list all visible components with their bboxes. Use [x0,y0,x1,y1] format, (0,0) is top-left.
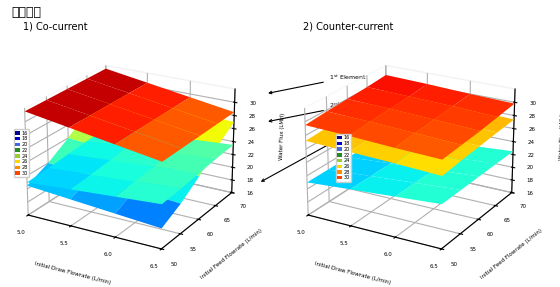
Text: 수투과도: 수투과도 [11,6,41,19]
Text: 1$^{st}$ Element: 1$^{st}$ Element [269,73,367,94]
Legend: 16, 18, 20, 22, 24, 26, 28, 30: 16, 18, 20, 22, 24, 26, 28, 30 [13,129,29,177]
Text: 1) Co-current: 1) Co-current [23,22,87,32]
Text: 2) Counter-current: 2) Counter-current [303,22,393,32]
Y-axis label: Initial Feed Flowrate (L/min): Initial Feed Flowrate (L/min) [200,228,264,280]
X-axis label: Initial Draw Flowrate (L/min): Initial Draw Flowrate (L/min) [314,261,391,285]
Y-axis label: Initial Feed Flowrate (L/min): Initial Feed Flowrate (L/min) [480,228,544,280]
Text: 3$^{rd}$ Element: 3$^{rd}$ Element [262,129,367,181]
X-axis label: Initial Draw Flowrate (L/min): Initial Draw Flowrate (L/min) [34,261,111,285]
Legend: 16, 18, 20, 22, 24, 26, 28, 30: 16, 18, 20, 22, 24, 26, 28, 30 [336,134,352,182]
Text: 2$^{nd}$ Element: 2$^{nd}$ Element [269,101,368,122]
